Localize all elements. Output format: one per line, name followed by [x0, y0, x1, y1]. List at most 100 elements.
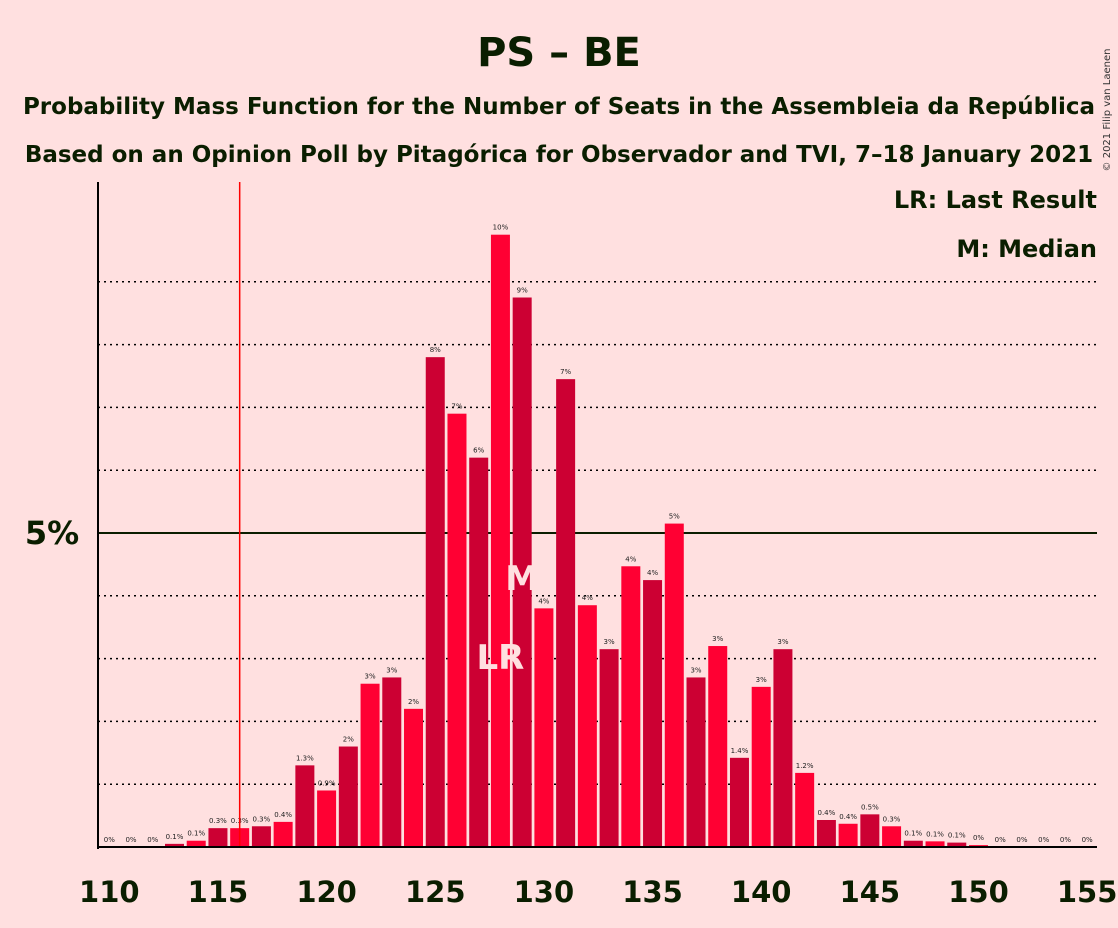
bar-139	[729, 757, 749, 847]
bar-128	[490, 234, 510, 847]
data-label-126: 7%	[451, 403, 462, 411]
bar-146	[882, 826, 902, 847]
bar-114	[186, 840, 206, 847]
chart-subtitle-line-1: Probability Mass Function for the Number…	[23, 94, 1095, 120]
data-label-110: 0%	[104, 836, 115, 844]
bars	[164, 234, 988, 847]
x-tick-145: 145	[840, 875, 901, 909]
bar-117	[251, 826, 271, 847]
bar-125	[425, 357, 445, 847]
data-label-138: 3%	[712, 635, 723, 643]
bar-127	[469, 457, 489, 847]
data-label-132: 4%	[582, 594, 593, 602]
bar-129	[512, 297, 532, 847]
data-label-112: 0%	[147, 836, 158, 844]
x-tick-155: 155	[1057, 875, 1118, 909]
bar-144	[838, 823, 858, 847]
x-tick-130: 130	[514, 875, 575, 909]
bar-147	[903, 840, 923, 847]
data-label-133: 3%	[604, 638, 615, 646]
data-label-137: 3%	[690, 666, 701, 674]
bar-133	[599, 649, 619, 847]
bar-132	[577, 605, 597, 847]
data-label-124: 2%	[408, 698, 419, 706]
bar-137	[686, 677, 706, 847]
data-label-149: 0.1%	[948, 832, 966, 840]
bar-145	[860, 814, 880, 847]
data-label-114: 0.1%	[187, 830, 205, 838]
data-label-119: 1.3%	[296, 754, 314, 762]
bar-142	[795, 772, 815, 847]
x-tick-140: 140	[731, 875, 792, 909]
bar-123	[382, 677, 402, 847]
bar-143	[816, 819, 836, 847]
y-tick-5: 5%	[25, 514, 79, 552]
markers: LR M	[477, 559, 540, 678]
bar-113	[164, 843, 184, 847]
data-label-117: 0.3%	[253, 815, 271, 823]
data-label-144: 0.4%	[839, 813, 857, 821]
legend-median: M: Median	[956, 235, 1097, 263]
gridlines	[98, 281, 1097, 785]
legend-last-result: LR: Last Result	[894, 186, 1097, 214]
x-tick-150: 150	[948, 875, 1009, 909]
data-label-147: 0.1%	[904, 830, 922, 838]
data-label-142: 1.2%	[796, 762, 814, 770]
bar-119	[295, 765, 315, 847]
x-tick-120: 120	[296, 875, 357, 909]
bar-134	[621, 566, 641, 847]
data-label-146: 0.3%	[883, 815, 901, 823]
data-label-111: 0%	[125, 836, 136, 844]
data-label-155: 0%	[1082, 836, 1093, 844]
bar-118	[273, 821, 293, 847]
bar-148	[925, 841, 945, 847]
data-label-143: 0.4%	[817, 809, 835, 817]
bar-141	[773, 649, 793, 847]
x-tick-115: 115	[188, 875, 249, 909]
data-label-127: 6%	[473, 447, 484, 455]
bar-138	[708, 646, 728, 847]
bar-124	[404, 708, 424, 847]
chart-title: PS – BE	[477, 30, 641, 76]
data-label-145: 0.5%	[861, 803, 879, 811]
bar-115	[208, 828, 228, 847]
data-label-121: 2%	[343, 736, 354, 744]
bar-121	[338, 746, 358, 847]
data-label-154: 0%	[1060, 836, 1071, 844]
data-label-141: 3%	[777, 638, 788, 646]
data-label-130: 4%	[538, 597, 549, 605]
data-label-152: 0%	[1016, 836, 1027, 844]
data-label-118: 0.4%	[274, 811, 292, 819]
data-label-113: 0.1%	[166, 833, 184, 841]
data-label-134: 4%	[625, 555, 636, 563]
data-label-120: 0.9%	[318, 779, 336, 787]
copyright-notice: © 2021 Filip van Laenen	[1102, 49, 1113, 172]
data-label-148: 0.1%	[926, 830, 944, 838]
x-tick-125: 125	[405, 875, 466, 909]
data-label-125: 8%	[430, 346, 441, 354]
bar-140	[751, 686, 771, 847]
x-tick-135: 135	[622, 875, 683, 909]
last-result-marker: LR	[477, 638, 525, 678]
data-label-115: 0.3%	[209, 817, 227, 825]
bar-131	[556, 379, 576, 847]
data-label-153: 0%	[1038, 836, 1049, 844]
data-label-129: 9%	[517, 287, 528, 295]
data-label-139: 1.4%	[731, 747, 749, 755]
median-marker: M	[505, 559, 539, 599]
data-label-122: 3%	[365, 673, 376, 681]
bar-135	[643, 580, 663, 847]
data-label-150: 0%	[973, 834, 984, 842]
axes: 110 115 120 125 130 135 140 145 150 155 5%	[25, 182, 1118, 909]
bar-136	[664, 523, 684, 847]
data-label-131: 7%	[560, 368, 571, 376]
data-label-128: 10%	[493, 224, 509, 232]
bar-126	[447, 413, 467, 847]
data-label-135: 4%	[647, 569, 658, 577]
bar-122	[360, 683, 380, 847]
bar-130	[534, 608, 554, 847]
data-label-136: 5%	[669, 513, 680, 521]
bar-149	[947, 842, 967, 847]
data-label-140: 3%	[756, 676, 767, 684]
